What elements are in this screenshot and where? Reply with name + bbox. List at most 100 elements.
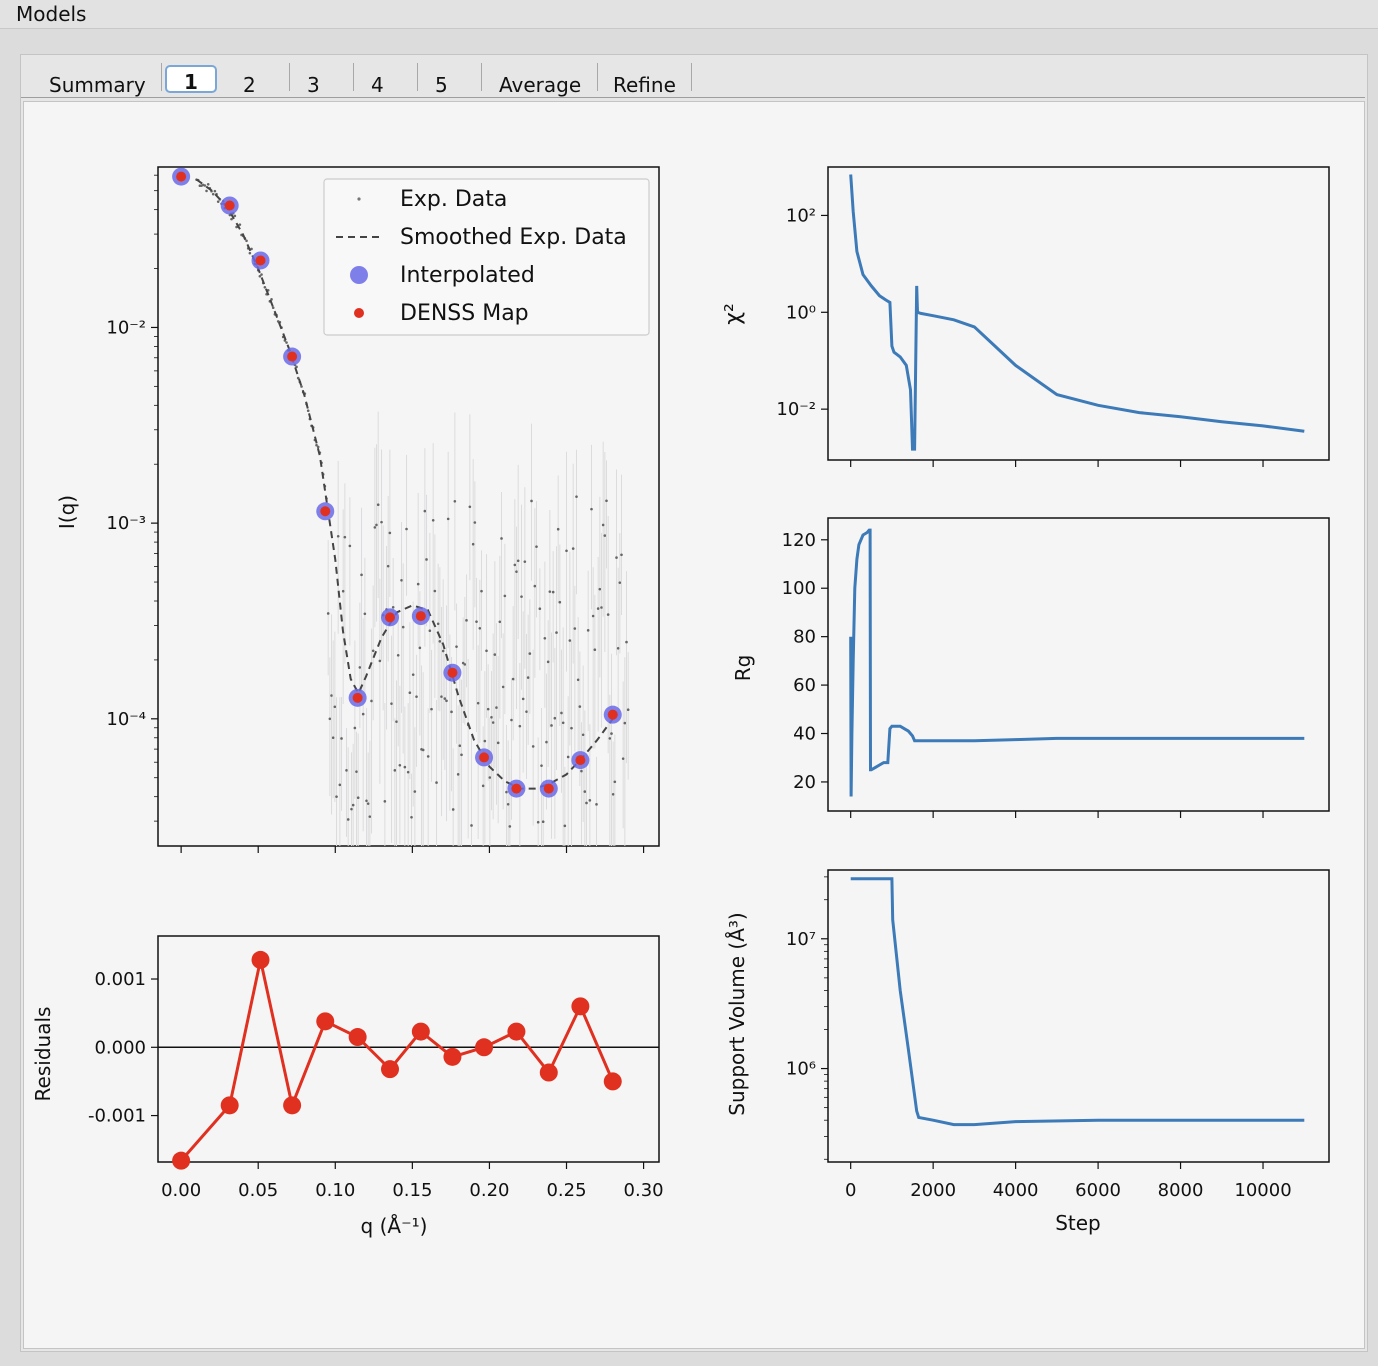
figure-canvas: 10⁻⁴ 10⁻³ 10⁻² I(q) Exp. Data Smoothed Exp… [31, 166, 1330, 1238]
chi2-plot: 10² 10⁰ 10⁻² χ² [721, 166, 1330, 467]
exp-data-point [375, 523, 378, 527]
residual-point [603, 1072, 622, 1091]
denss-map-point [511, 783, 522, 794]
exp-data-point [618, 581, 622, 584]
exp-data-point [473, 521, 477, 524]
exp-data-point [446, 517, 450, 521]
exp-data-point [341, 589, 345, 593]
exp-data-point [338, 783, 342, 787]
exp-data-point [555, 631, 558, 634]
exp-data-point [340, 737, 343, 740]
exp-data-point [406, 770, 410, 774]
denss-map-point [447, 667, 458, 678]
exp-data-point [623, 721, 627, 725]
exp-data-point [416, 582, 420, 586]
support-volume-ytick-label: 10⁷ [786, 929, 816, 950]
residual-point [348, 1028, 367, 1047]
exp-data-point [233, 214, 237, 218]
residual-point [443, 1047, 462, 1066]
exp-data-point [438, 640, 442, 643]
exp-data-point [203, 184, 207, 187]
exp-data-point [213, 189, 217, 193]
exp-data-point [333, 705, 337, 709]
legend-marker-denss [354, 308, 364, 318]
exp-data-point [430, 707, 433, 711]
exp-data-point [615, 556, 618, 559]
exp-data-point [606, 613, 610, 616]
tab-underline [21, 97, 1365, 98]
residuals-xtick-label: 0.05 [238, 1180, 278, 1201]
exp-data-point [625, 640, 628, 644]
legend-label-denss: DENSS Map [400, 301, 529, 326]
exp-data-point [511, 677, 515, 681]
residuals-ytick-label: 0.000 [94, 1037, 146, 1058]
residual-point [220, 1096, 239, 1115]
legend-label-interpolated: Interpolated [400, 263, 535, 288]
tab-summary[interactable]: Summary [49, 73, 146, 97]
residuals-xtick-label: 0.20 [469, 1180, 509, 1201]
exp-data-point [363, 612, 367, 616]
exp-data-point [568, 639, 572, 642]
exp-data-point [488, 776, 492, 779]
exp-data-point [216, 200, 220, 203]
exp-data-point [553, 716, 557, 720]
exp-data-point [586, 629, 590, 632]
exp-data-point [345, 769, 348, 772]
exp-data-point [390, 702, 393, 705]
exp-data-point [506, 802, 510, 806]
exp-data-point [386, 564, 390, 568]
exp-data-point [463, 663, 467, 666]
exp-data-point [400, 578, 403, 582]
exp-data-point [445, 699, 448, 703]
exp-data-point [476, 701, 480, 705]
support-volume-xtick-label: 2000 [910, 1180, 956, 1201]
exp-data-point [358, 666, 362, 669]
exp-data-point [471, 542, 475, 546]
exp-data-point [398, 763, 402, 767]
exp-data-point [315, 443, 318, 447]
residual-point [283, 1096, 302, 1115]
exp-data-point [465, 619, 468, 622]
exp-data-point [563, 824, 567, 828]
intensity-ytick-label: 10⁻³ [106, 513, 146, 534]
tab-average[interactable]: Average [499, 73, 582, 97]
exp-data-point [433, 589, 437, 593]
exp-data-point [360, 573, 363, 577]
exp-data-point [263, 285, 267, 289]
exp-data-point [478, 626, 482, 630]
tab-separator [289, 63, 290, 91]
exp-data-point [538, 607, 542, 611]
exp-data-point [418, 646, 422, 650]
exp-data-point [411, 673, 415, 676]
exp-data-point [378, 659, 382, 663]
exp-data-point [501, 685, 505, 689]
residuals-ytick-label: -0.001 [88, 1106, 146, 1127]
exp-data-point [493, 653, 497, 656]
tab-1[interactable]: 1 [165, 65, 217, 94]
tab-4[interactable]: 4 [371, 73, 384, 97]
support-volume-plot: 0 2000 4000 6000 8000 10000 10⁷ 10⁶ Support Vol… [725, 869, 1330, 1235]
tab-5[interactable]: 5 [435, 73, 448, 97]
exp-data-point [565, 549, 568, 553]
exp-data-point [336, 534, 340, 538]
exp-data-point [428, 629, 432, 633]
residual-point [411, 1022, 430, 1041]
exp-data-point [585, 801, 588, 805]
exp-data-point [530, 499, 533, 503]
exp-data-point [380, 520, 383, 524]
exp-data-point [545, 740, 548, 744]
tab-2[interactable]: 2 [243, 73, 256, 97]
exp-data-point [573, 627, 577, 630]
exp-data-point [595, 803, 598, 806]
exp-data-point [458, 744, 462, 747]
exp-data-point [368, 815, 372, 818]
tab-3[interactable]: 3 [307, 73, 320, 97]
exp-data-point [616, 646, 620, 650]
exp-data-point [431, 519, 435, 522]
intensity-legend: Exp. Data Smoothed Exp. Data Interpolate… [323, 178, 650, 336]
exp-data-point [485, 649, 488, 653]
window-title: Models [16, 2, 87, 26]
tab-refine[interactable]: Refine [613, 73, 676, 97]
support-volume-trace-line [850, 877, 1305, 1127]
exp-data-point [355, 770, 358, 773]
